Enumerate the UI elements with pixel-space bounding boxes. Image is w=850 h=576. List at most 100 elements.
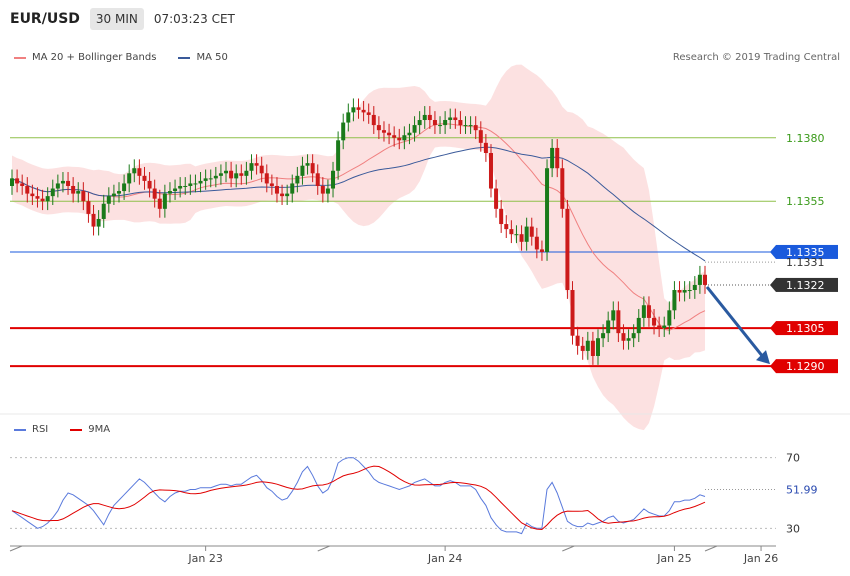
candle-body — [381, 130, 386, 133]
candle-body — [499, 208, 504, 225]
candle-body — [81, 191, 86, 202]
candle-body — [127, 173, 132, 184]
candle-body — [76, 191, 81, 194]
candle-body — [229, 170, 234, 179]
candle-body — [529, 226, 534, 237]
candle-body — [387, 132, 392, 136]
candle-body — [239, 173, 244, 176]
candle-body — [483, 142, 488, 153]
candle-body — [122, 183, 127, 192]
candle-body — [473, 125, 478, 131]
candle-body — [631, 333, 636, 339]
candle-body — [494, 188, 499, 209]
candle-body — [565, 208, 570, 291]
candle-body — [91, 213, 96, 227]
candle-body — [692, 284, 697, 291]
candle-body — [137, 168, 142, 176]
price-badge-1.1305 — [776, 321, 838, 336]
x-tick-label: Jan 23 — [187, 552, 222, 565]
rsi-swatch — [14, 428, 26, 431]
candle-body — [443, 120, 448, 126]
candle-body — [376, 125, 381, 131]
candle-body — [682, 290, 687, 293]
candle-body — [509, 229, 514, 235]
candle-body — [585, 340, 590, 351]
candle-body — [652, 317, 657, 326]
candle-body — [524, 226, 529, 242]
candle-body — [30, 193, 35, 197]
candle-body — [341, 122, 346, 141]
candle-body — [188, 183, 193, 186]
rsi-legend: RSI 9MA — [14, 424, 110, 435]
candle-body — [254, 163, 259, 166]
candle-body — [703, 274, 707, 285]
candle-body — [346, 112, 351, 123]
candle-body — [453, 117, 458, 121]
candle-body — [478, 130, 483, 143]
rsi-line — [11, 457, 706, 535]
candle-body — [193, 183, 198, 185]
symbol-label: EUR/USD — [10, 11, 80, 27]
candle-body — [295, 175, 300, 184]
candle-body — [290, 183, 295, 194]
candle-body — [117, 191, 122, 194]
rsi-ma-legend-label: 9MA — [88, 424, 111, 435]
candle-body — [657, 325, 662, 329]
candle-body — [366, 112, 371, 115]
candle-body — [203, 178, 208, 181]
candle-body — [224, 170, 229, 174]
candle-body — [626, 338, 631, 341]
rsi-level-label-30: 30 — [786, 522, 800, 535]
candle-body — [351, 107, 356, 113]
candle-body — [392, 135, 397, 138]
ma50-swatch — [178, 56, 191, 59]
candle-body — [646, 305, 651, 318]
x-minor-tick — [562, 545, 575, 552]
x-tick-label: Jan 24 — [427, 552, 462, 565]
price-legend: MA 20 + Bollinger Bands MA 50 — [14, 52, 228, 63]
candle-body — [178, 185, 183, 189]
candle-body — [636, 317, 641, 334]
candle-body — [458, 120, 463, 126]
candle-body — [667, 310, 672, 326]
x-minor-tick — [704, 545, 718, 552]
price-label-1.1380: 1.1380 — [786, 132, 825, 145]
candle-body — [315, 173, 320, 186]
candle-body — [534, 236, 539, 250]
candle-body — [10, 178, 14, 186]
candle-body — [560, 168, 565, 209]
candle-body — [590, 340, 595, 356]
candle-body — [132, 168, 137, 174]
ma20-line — [11, 123, 706, 331]
candle-body — [249, 163, 254, 171]
candle-body — [285, 193, 290, 197]
candle-body — [274, 185, 279, 194]
candle-body — [244, 170, 249, 176]
candle-body — [677, 290, 682, 293]
candle-body — [331, 170, 336, 189]
timeframe-badge[interactable]: 30 MIN — [89, 8, 144, 30]
candle-body — [448, 117, 453, 121]
price-badge-tip-1.1322 — [770, 277, 776, 292]
candle-body — [208, 178, 213, 180]
ma20-legend-label: MA 20 + Bollinger Bands — [32, 52, 157, 63]
candle-body — [595, 338, 600, 356]
candle-body — [463, 125, 468, 127]
candle-body — [55, 183, 60, 189]
candle-body — [438, 125, 443, 127]
candle-body — [218, 173, 223, 176]
candle-body — [550, 147, 555, 169]
candle-body — [325, 188, 330, 194]
candle-body — [264, 173, 269, 184]
candle-body — [575, 335, 580, 346]
candle-body — [106, 196, 111, 204]
candle-body — [20, 183, 25, 186]
candle-body — [300, 165, 305, 176]
candle-body — [280, 193, 285, 197]
candle-body — [40, 198, 45, 202]
candle-body — [269, 183, 274, 186]
candle-body — [60, 180, 65, 184]
candle-body — [320, 185, 325, 194]
